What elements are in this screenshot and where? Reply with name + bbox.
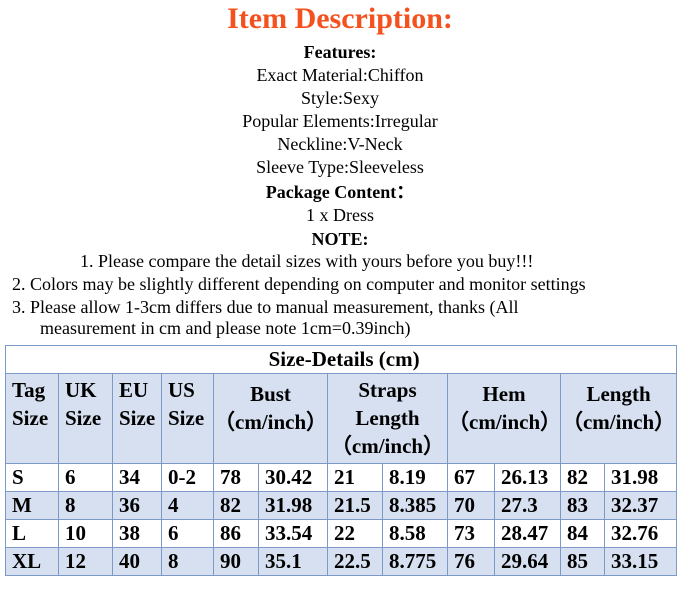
- header-line: Bust: [250, 382, 291, 406]
- feature-material: Exact Material:Chiffon: [256, 65, 424, 85]
- table-cell: 83: [560, 491, 605, 520]
- table-cell: 30.42: [258, 463, 328, 492]
- table-cell: 22: [327, 519, 383, 548]
- feature-neckline: Neckline:V-Neck: [277, 134, 403, 154]
- table-cell: 21.5: [327, 491, 383, 520]
- header-line: UK: [65, 378, 97, 402]
- column-header: Bust （cm/inch）: [213, 373, 328, 464]
- header-line: （cm/inch）: [448, 410, 562, 434]
- table-cell: 26.13: [494, 463, 561, 492]
- table-cell: 29.64: [494, 547, 561, 576]
- table-header-row: Tag Size UK Size EU Size US Size Bust （cm/inch） St…: [5, 373, 678, 464]
- table-cell: 90: [213, 547, 259, 576]
- header-line: Hem: [482, 382, 526, 406]
- table-cell: 32.37: [603, 491, 678, 520]
- column-header: Hem （cm/inch）: [447, 373, 562, 464]
- table-cell: 27.3: [494, 491, 561, 520]
- table-cell: 8: [58, 491, 113, 520]
- item-description-title: Item Description:: [227, 2, 453, 35]
- table-row: XL 12 40 8 90 35.1 22.5 8.775 76 29.64 85 33.15: [5, 547, 678, 576]
- table-cell: 4: [161, 491, 214, 520]
- table-cell: 33.15: [603, 547, 678, 576]
- header-line: Length: [586, 382, 651, 406]
- header-line: EU: [119, 378, 149, 402]
- column-header: EU Size: [112, 373, 162, 464]
- table-cell: 28.47: [494, 519, 561, 548]
- table-cell: 10: [58, 519, 113, 548]
- table-cell: 8.19: [382, 463, 448, 492]
- header-line: Size: [65, 406, 102, 430]
- table-cell: XL: [5, 547, 59, 576]
- table-cell: 31.98: [258, 491, 328, 520]
- table-cell: 67: [447, 463, 495, 492]
- note-1: 1. Please compare the detail sizes with …: [80, 251, 534, 271]
- column-header: UK Size: [58, 373, 113, 464]
- table-cell: 22.5: [327, 547, 383, 576]
- table-cell: S: [5, 463, 59, 492]
- table-cell: 8.58: [382, 519, 448, 548]
- table-cell: 82: [560, 463, 605, 492]
- table-cell: 34: [112, 463, 162, 492]
- table-cell: 82: [213, 491, 259, 520]
- table-cell: L: [5, 519, 59, 548]
- table-cell: 32.76: [603, 519, 678, 548]
- note-heading: NOTE:: [311, 229, 369, 249]
- package-content: 1 x Dress: [306, 205, 374, 225]
- table-cell: 6: [58, 463, 113, 492]
- table-cell: 85: [560, 547, 605, 576]
- table-cell: 36: [112, 491, 162, 520]
- column-header: US Size: [161, 373, 214, 464]
- table-cell: 31.98: [603, 463, 678, 492]
- table-cell: 73: [447, 519, 495, 548]
- table-row: L 10 38 6 86 33.54 22 8.58 73 28.47 84 32.76: [5, 519, 678, 548]
- header-line: （cm/inch）: [330, 434, 445, 458]
- table-cell: 33.54: [258, 519, 328, 548]
- header-line: Size: [12, 406, 49, 430]
- table-cell: 8: [161, 547, 214, 576]
- table-cell: 70: [447, 491, 495, 520]
- size-details-table: Size-Details (cm) Tag Size UK Size EU Size US S…: [4, 345, 678, 576]
- header-line: US: [168, 378, 195, 402]
- table-cell: 86: [213, 519, 259, 548]
- features-heading: Features:: [303, 42, 377, 62]
- header-line: Size: [119, 406, 156, 430]
- table-cell: 84: [560, 519, 605, 548]
- feature-sleeve: Sleeve Type:Sleeveless: [256, 157, 424, 177]
- table-cell: 40: [112, 547, 162, 576]
- note-2: 2. Colors may be slightly different depe…: [12, 274, 586, 294]
- header-line: （cm/inch）: [214, 410, 328, 434]
- header-line: Length: [355, 406, 420, 430]
- header-line: Straps: [358, 378, 417, 402]
- table-row: M 8 36 4 82 31.98 21.5 8.385 70 27.3 83 32.37: [5, 491, 678, 520]
- table-cell: 12: [58, 547, 113, 576]
- table-cell: 6: [161, 519, 214, 548]
- feature-style: Style:Sexy: [300, 88, 379, 108]
- table-cell: 78: [213, 463, 259, 492]
- table-row: S 6 34 0-2 78 30.42 21 8.19 67 26.13 82 31.98: [5, 463, 678, 492]
- table-title: Size-Details (cm): [4, 345, 678, 374]
- table-cell: 0-2: [161, 463, 214, 492]
- table-cell: 8.385: [382, 491, 448, 520]
- feature-elements: Popular Elements:Irregular: [242, 111, 438, 131]
- column-header: Tag Size: [5, 373, 59, 464]
- header-line: （cm/inch）: [561, 410, 676, 434]
- table-cell: 21: [327, 463, 383, 492]
- package-heading: Package Content：: [265, 182, 415, 202]
- column-header: Length （cm/inch）: [559, 373, 678, 464]
- table-cell: M: [5, 491, 59, 520]
- header-line: Tag: [12, 378, 46, 402]
- note-3: 3. Please allow 1-3cm differs due to man…: [12, 297, 519, 317]
- header-line: Size: [168, 406, 205, 430]
- table-cell: 76: [447, 547, 495, 576]
- note-3-cont: measurement in cm and please note 1cm=0.…: [40, 318, 411, 338]
- table-cell: 38: [112, 519, 162, 548]
- table-cell: 35.1: [258, 547, 328, 576]
- column-header: Straps Length （cm/inch）: [327, 373, 448, 464]
- table-cell: 8.775: [382, 547, 448, 576]
